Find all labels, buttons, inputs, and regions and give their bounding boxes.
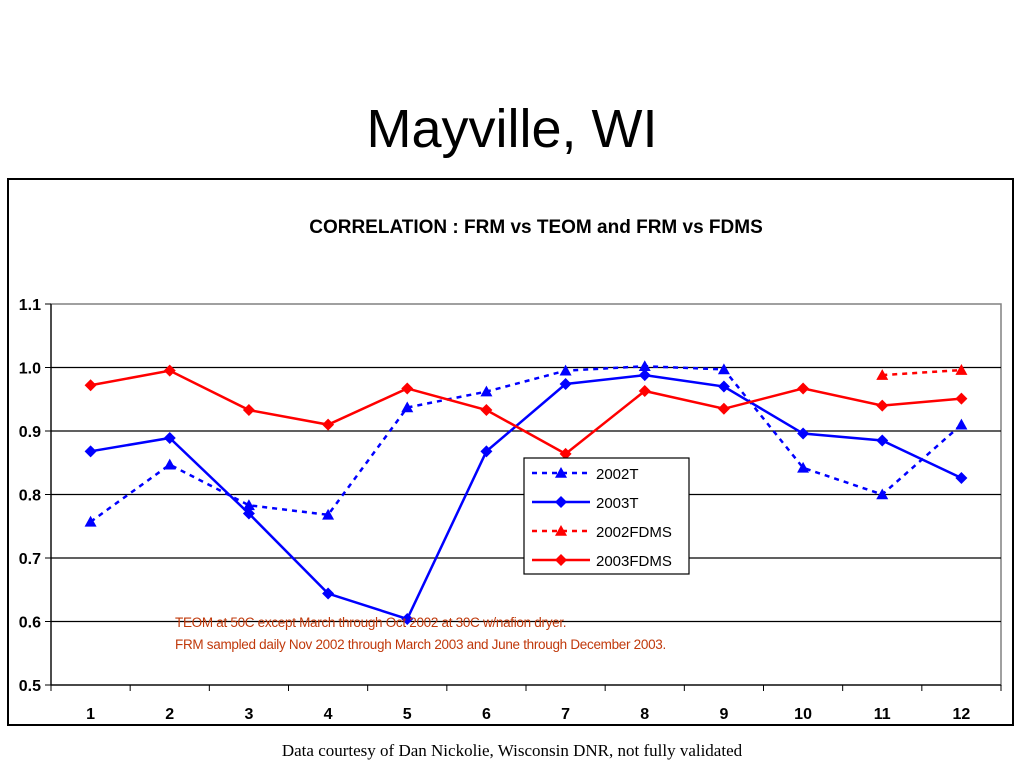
series-line [90,369,962,456]
series-2002T [84,360,968,527]
legend-label: 2003FDMS [596,553,672,570]
data-point [401,401,414,413]
data-point [322,418,335,431]
data-point [480,404,493,417]
legend-label: 2003T [596,495,639,512]
legend-marker [555,467,567,478]
data-point [876,399,889,412]
data-point [638,360,651,372]
data-point [717,363,730,375]
data-point [322,508,335,520]
series-2003FDMS [84,364,968,460]
x-tick-label: 8 [640,706,649,723]
y-tick-label: 0.9 [19,424,41,441]
x-tick-label: 6 [482,706,491,723]
data-point [955,471,968,484]
data-point [638,384,651,397]
series-line [882,368,962,377]
data-point [84,379,97,392]
y-tick-label: 0.8 [19,488,41,505]
series-line [89,364,963,523]
y-tick-label: 1.1 [19,297,41,314]
data-point [480,385,493,397]
x-tick-label: 7 [561,706,570,723]
data-point [955,364,968,375]
data-point [84,515,97,527]
data-point [797,427,810,440]
data-point [876,434,889,447]
data-point [717,380,730,393]
x-tick-label: 2 [165,706,174,723]
x-tick-label: 4 [324,706,333,723]
data-point [401,612,414,625]
x-tick-label: 1 [86,706,95,723]
data-point [163,364,176,377]
data-point [401,382,414,395]
chart-title: CORRELATION : FRM vs TEOM and FRM vs FDM… [309,217,763,238]
data-point [955,392,968,405]
data-point [559,447,572,460]
chart-frame: CORRELATION : FRM vs TEOM and FRM vs FDM… [7,178,1014,726]
data-point [797,461,810,473]
x-tick-label: 9 [719,706,728,723]
data-point [163,431,176,444]
data-point [797,382,810,395]
chart-annotation: FRM sampled daily Nov 2002 through March… [175,637,666,652]
data-point [480,445,493,458]
series-2003T [84,369,968,625]
x-tick-label: 11 [874,706,891,723]
legend-box [523,457,690,575]
data-point [955,418,968,430]
legend-marker [555,525,567,536]
data-point [638,369,651,382]
chart-annotation: TEOM at 50C except March through Oct 200… [175,615,566,630]
y-tick-label: 0.7 [19,551,41,568]
data-point [559,378,572,391]
x-tick-label: 10 [794,706,812,723]
y-tick-label: 1.0 [19,361,41,378]
legend-marker [555,554,567,566]
x-tick-label: 5 [403,706,412,723]
data-point [876,369,889,380]
data-point [242,404,255,417]
data-point [717,402,730,415]
data-point [559,364,572,376]
x-tick-label: 12 [953,706,971,723]
data-point [242,507,255,520]
slide-title: Mayville, WI [366,99,658,159]
series-line [90,373,962,621]
footer-note: Data courtesy of Dan Nickolie, Wisconsin… [281,741,743,760]
data-point [163,458,176,470]
data-point [322,587,335,600]
data-point [242,499,255,511]
legend-label: 2002T [596,466,639,483]
legend-marker [555,496,567,508]
y-tick-label: 0.6 [19,615,41,632]
legend-label: 2002FDMS [596,524,672,541]
chart-legend: 2002T 2003T 2002FDMS 2003FDMS [523,457,690,575]
series-2002FDMS [876,364,968,380]
data-point [84,445,97,458]
x-tick-label: 3 [244,706,253,723]
y-tick-label: 0.5 [19,678,41,695]
correlation-line-chart: CORRELATION : FRM vs TEOM and FRM vs FDM… [19,217,1002,723]
data-point [876,488,889,500]
